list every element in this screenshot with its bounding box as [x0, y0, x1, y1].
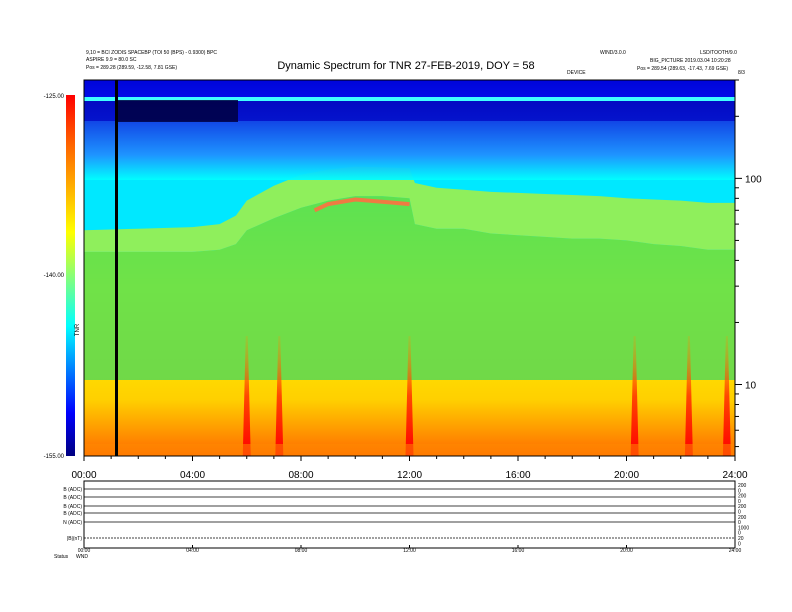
colorbar-tick-top: -125.00 [44, 94, 65, 100]
header-right-line4: Pos = 289.54 (289.63, -17.43, 7.69 GSE) [637, 66, 728, 72]
lower-right-label-5: 0 [738, 510, 741, 516]
chart-title: Dynamic Spectrum for TNR 27-FEB-2019, DO… [277, 60, 534, 72]
burst-4 [684, 336, 693, 456]
lower-row-label-5: |B|(nT) [67, 536, 82, 542]
spectrogram-transition-band [84, 166, 735, 252]
x-tick-label-6: 24:00 [722, 470, 747, 481]
header-device-tag: DEVICE [567, 70, 586, 76]
lower-x-tick-label-6: 24:00 [729, 548, 742, 554]
lower-right-label-7: 0 [738, 520, 741, 526]
header-left-line1: 9,10 = BCI ZODIS SPACEBP (TOI 50 (BPS) -… [86, 50, 217, 56]
footer-status-label: Status [54, 554, 69, 560]
lower-right-label-3: 0 [738, 499, 741, 505]
spectrogram [84, 80, 735, 456]
spectrogram-data-gap [115, 80, 118, 456]
x-tick-label-1: 04:00 [180, 470, 205, 481]
burst-1 [275, 336, 284, 456]
lower-x-tick-label-1: 04:00 [186, 548, 199, 554]
header-corner-tag: 8/3 [738, 70, 745, 76]
spectrogram-dark-patch [118, 100, 238, 122]
colorbar-tick-mid: -140.00 [44, 273, 65, 279]
lower-right-label-0: 200 [738, 483, 747, 489]
header-right-line3: BIG_PICTURE 2019.03.04 10:20:28 [650, 58, 731, 64]
lower-right-label-2: 200 [738, 494, 747, 500]
lower-row-label-4: N (ADC) [63, 520, 82, 526]
header-left-line3: Pos = 289.28 (289.59, -12.58, 7.81 GSE) [86, 65, 177, 71]
colorbar-tick-bottom: -155.00 [44, 454, 65, 460]
spectrogram-emission-band [313, 197, 410, 213]
lower-row-label-3: B (ADC) [63, 511, 82, 517]
colorbar-label: TNR [75, 323, 81, 336]
x-axis: 00:00 04:00 08:00 12:00 16:00 20:00 24:00 [71, 456, 748, 481]
lower-x-tick-label-4: 16:00 [512, 548, 525, 554]
header-right-line2: LSD/TOOTH/9.0 [700, 50, 737, 56]
lower-right-label-8: 1000 [738, 525, 749, 531]
lower-x-tick-label-0: 00:00 [78, 548, 91, 554]
lower-right-label-4: 200 [738, 504, 747, 510]
burst-3 [630, 336, 639, 456]
lower-row-label-0: B (ADC) [63, 487, 82, 493]
x-tick-label-4: 16:00 [505, 470, 530, 481]
lower-row-label-2: B (ADC) [63, 504, 82, 510]
header-left-line2: ASPIRE 9.9 = 80.0 SC [86, 57, 137, 63]
lower-panel: B (ADC)B (ADC)B (ADC)B (ADC)N (ADC)|B|(n… [54, 480, 749, 560]
colorbar [66, 95, 75, 456]
lower-panel-frame [83, 480, 736, 549]
header-right-line1: WIND/3.0.0 [600, 50, 626, 56]
spectrogram-dark-blue-strip [84, 101, 735, 121]
spectrogram-bursts [84, 336, 735, 456]
lower-right-label-1: 0 [738, 488, 741, 494]
x-tick-label-3: 12:00 [397, 470, 422, 481]
spectrogram-cyan-line [84, 97, 735, 101]
lower-x-tick-label-5: 20:00 [620, 548, 633, 554]
burst-0 [242, 336, 251, 456]
lower-right-label-6: 200 [738, 515, 747, 521]
x-tick-label-2: 08:00 [288, 470, 313, 481]
footer-code: WND [76, 554, 88, 560]
x-tick-label-5: 20:00 [614, 470, 639, 481]
lower-x-tick-label-3: 12:00 [403, 548, 416, 554]
lower-row-label-1: B (ADC) [63, 495, 82, 501]
lower-right-label-10: 20 [738, 536, 744, 542]
low-freq-orange-strip [84, 444, 735, 456]
burst-2 [405, 336, 414, 456]
spectrogram-top-strip [84, 80, 735, 97]
y-axis: 10 100 [735, 79, 762, 448]
y-tick-label-0: 10 [745, 381, 757, 392]
x-tick-label-0: 00:00 [71, 470, 96, 481]
lower-right-label-11: 0 [738, 541, 741, 547]
lower-panel-rows: B (ADC)B (ADC)B (ADC)B (ADC)N (ADC)|B|(n… [63, 487, 735, 542]
lower-panel-x-axis: 00:00 04:00 08:00 12:00 16:00 20:00 24:00 [78, 545, 742, 554]
lower-right-label-9: 0 [738, 531, 741, 537]
y-tick-label-1: 100 [745, 174, 762, 185]
burst-5 [722, 336, 731, 456]
lower-x-tick-label-2: 08:00 [295, 548, 308, 554]
